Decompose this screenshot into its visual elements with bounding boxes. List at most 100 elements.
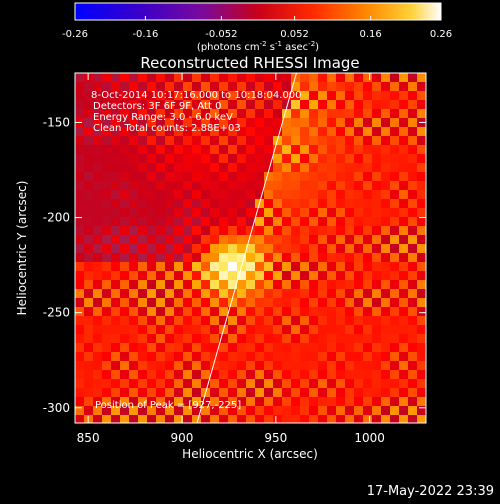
heatmap-cell — [93, 352, 102, 361]
heatmap-cell — [219, 271, 228, 280]
heatmap-cell — [93, 388, 102, 397]
heatmap-cell — [210, 388, 219, 397]
heatmap-cell — [354, 343, 363, 352]
heatmap-cell — [363, 190, 372, 199]
heatmap-cell — [75, 154, 84, 163]
heatmap-cell — [273, 370, 282, 379]
heatmap-cell — [93, 298, 102, 307]
heatmap-cell — [345, 190, 354, 199]
heatmap-cell — [291, 307, 300, 316]
heatmap-cell — [129, 406, 138, 415]
heatmap-cell — [282, 118, 291, 127]
heatmap-cell — [399, 280, 408, 289]
heatmap-cell — [102, 262, 111, 271]
heatmap-cell — [138, 361, 147, 370]
heatmap-cell — [183, 316, 192, 325]
heatmap-cell — [354, 244, 363, 253]
heatmap-cell — [309, 217, 318, 226]
heatmap-cell — [219, 397, 228, 406]
heatmap-cell — [327, 154, 336, 163]
heatmap-cell — [381, 298, 390, 307]
heatmap-cell — [327, 280, 336, 289]
heatmap-cell — [183, 370, 192, 379]
heatmap-cell — [192, 307, 201, 316]
heatmap-cell — [345, 118, 354, 127]
heatmap-cell — [381, 235, 390, 244]
heatmap-cell — [75, 136, 84, 145]
heatmap-cell — [282, 163, 291, 172]
heatmap-cell — [273, 163, 282, 172]
heatmap-cell — [354, 361, 363, 370]
heatmap-cell — [264, 91, 273, 100]
heatmap-cell — [183, 406, 192, 415]
heatmap-cell — [318, 325, 327, 334]
heatmap-cell — [363, 172, 372, 181]
heatmap-cell — [183, 73, 192, 82]
heatmap-cell — [174, 100, 183, 109]
heatmap-cell — [228, 388, 237, 397]
heatmap-cell — [255, 253, 264, 262]
heatmap-cell — [102, 190, 111, 199]
heatmap-cell — [156, 289, 165, 298]
heatmap-cell — [309, 397, 318, 406]
heatmap-cell — [75, 334, 84, 343]
heatmap-cell — [192, 217, 201, 226]
heatmap-cell — [363, 334, 372, 343]
heatmap-cell — [282, 190, 291, 199]
heatmap-cell — [372, 289, 381, 298]
heatmap-cell — [363, 298, 372, 307]
heatmap-cell — [138, 136, 147, 145]
heatmap-cell — [345, 415, 354, 423]
heatmap-cell — [327, 406, 336, 415]
heatmap-cell — [75, 415, 84, 423]
heatmap-cell — [102, 244, 111, 253]
heatmap-cell — [192, 154, 201, 163]
heatmap-cell — [291, 109, 300, 118]
heatmap-cell — [408, 334, 417, 343]
heatmap-cell — [246, 289, 255, 298]
heatmap-cell — [147, 271, 156, 280]
heatmap-cell — [192, 100, 201, 109]
heatmap-cell — [408, 172, 417, 181]
heatmap-cell — [111, 73, 120, 82]
heatmap-cell — [237, 397, 246, 406]
heatmap-cell — [183, 397, 192, 406]
heatmap-cell — [381, 91, 390, 100]
heatmap-cell — [381, 109, 390, 118]
heatmap-cell — [174, 379, 183, 388]
heatmap-cell — [291, 415, 300, 423]
heatmap-cell — [165, 388, 174, 397]
heatmap-cell — [156, 361, 165, 370]
heatmap-cell — [381, 190, 390, 199]
heatmap-cell — [327, 109, 336, 118]
heatmap-cell — [399, 388, 408, 397]
heatmap-cell — [120, 217, 129, 226]
heatmap-cell — [183, 244, 192, 253]
heatmap-cell — [408, 406, 417, 415]
heatmap-cell — [201, 163, 210, 172]
heatmap-cell — [381, 154, 390, 163]
heatmap-cell — [84, 370, 93, 379]
heatmap-cell — [327, 172, 336, 181]
heatmap-cell — [228, 271, 237, 280]
heatmap-cell — [102, 91, 111, 100]
heatmap-cell — [318, 343, 327, 352]
heatmap-cell — [219, 181, 228, 190]
heatmap-cell — [372, 154, 381, 163]
heatmap-cell — [363, 370, 372, 379]
heatmap-cell — [75, 163, 84, 172]
heatmap-cell — [300, 172, 309, 181]
heatmap-cell — [93, 415, 102, 423]
heatmap-cell — [120, 406, 129, 415]
heatmap-cell — [390, 145, 399, 154]
heatmap-cell — [147, 370, 156, 379]
heatmap-cell — [237, 343, 246, 352]
heatmap-cell — [291, 235, 300, 244]
heatmap-cell — [165, 397, 174, 406]
heatmap-cell — [318, 244, 327, 253]
heatmap-cell — [246, 109, 255, 118]
heatmap-cell — [291, 199, 300, 208]
heatmap-cell — [228, 118, 237, 127]
heatmap-cell — [381, 361, 390, 370]
heatmap-cell — [192, 370, 201, 379]
